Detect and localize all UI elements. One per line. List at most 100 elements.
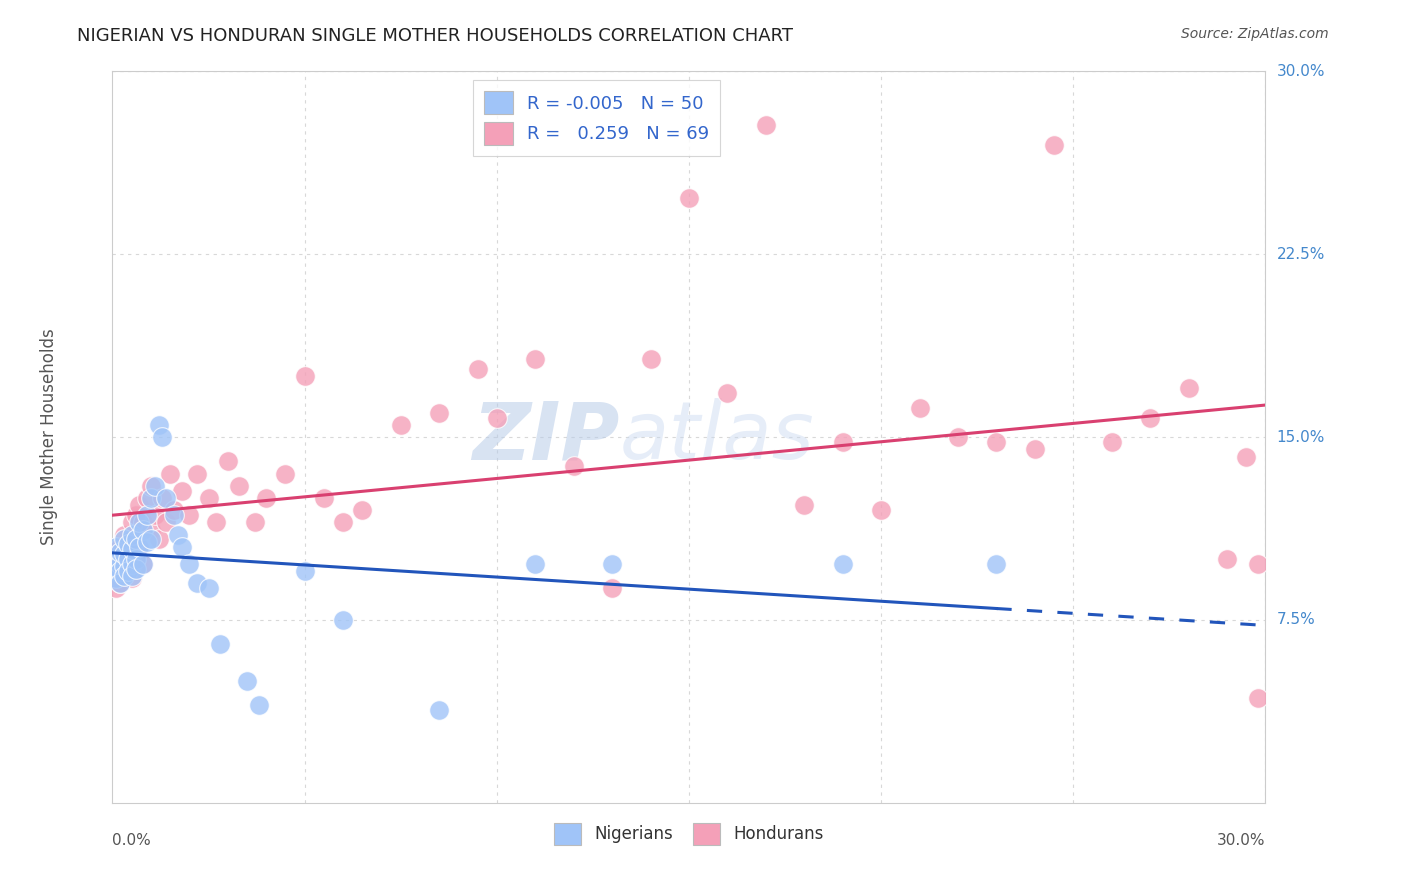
Point xyxy=(163,508,186,522)
Point xyxy=(228,479,250,493)
Point xyxy=(236,673,259,688)
Text: 0.0%: 0.0% xyxy=(112,833,152,848)
Point xyxy=(186,467,208,481)
Point xyxy=(128,516,150,530)
Point xyxy=(986,557,1008,571)
Point xyxy=(117,540,139,554)
Point xyxy=(159,467,181,481)
Point xyxy=(254,491,277,505)
Point xyxy=(1234,450,1257,464)
Point xyxy=(946,430,969,444)
Point xyxy=(332,516,354,530)
Point xyxy=(217,454,239,468)
Point xyxy=(152,430,174,444)
Point xyxy=(112,569,135,583)
Point xyxy=(136,508,159,522)
Point xyxy=(108,564,131,578)
Point xyxy=(139,533,162,547)
Point xyxy=(121,527,143,541)
Point xyxy=(121,533,143,547)
Point xyxy=(124,508,146,522)
Text: 22.5%: 22.5% xyxy=(1277,247,1324,261)
Point xyxy=(148,533,170,547)
Point xyxy=(155,516,177,530)
Point xyxy=(716,386,738,401)
Point xyxy=(152,491,174,505)
Point xyxy=(908,401,931,415)
Point xyxy=(105,572,128,586)
Legend: Nigerians, Hondurans: Nigerians, Hondurans xyxy=(546,815,832,853)
Point xyxy=(124,552,146,566)
Point xyxy=(132,557,155,571)
Point xyxy=(132,557,155,571)
Point xyxy=(112,552,135,566)
Point xyxy=(986,434,1008,449)
Point xyxy=(294,369,316,384)
Point xyxy=(143,508,166,522)
Point xyxy=(108,557,131,571)
Point xyxy=(179,508,201,522)
Point xyxy=(243,516,266,530)
Point xyxy=(209,637,232,651)
Point xyxy=(1247,690,1270,705)
Point xyxy=(312,491,335,505)
Point xyxy=(831,434,853,449)
Point xyxy=(139,491,162,505)
Point xyxy=(112,564,135,578)
Point xyxy=(467,361,489,376)
Point xyxy=(755,118,778,132)
Point xyxy=(112,527,135,541)
Point xyxy=(124,562,146,576)
Point xyxy=(117,564,139,578)
Text: ZIP: ZIP xyxy=(472,398,620,476)
Point xyxy=(108,576,131,591)
Point xyxy=(121,569,143,583)
Point xyxy=(678,191,700,205)
Point xyxy=(1216,552,1239,566)
Point xyxy=(124,552,146,566)
Point xyxy=(831,557,853,571)
Point xyxy=(128,499,150,513)
Point xyxy=(117,557,139,571)
Text: atlas: atlas xyxy=(620,398,814,476)
Point xyxy=(294,564,316,578)
Point xyxy=(389,417,412,432)
Text: Source: ZipAtlas.com: Source: ZipAtlas.com xyxy=(1181,27,1329,41)
Point xyxy=(870,503,893,517)
Point xyxy=(105,564,128,578)
Point xyxy=(640,352,662,367)
Point xyxy=(600,557,623,571)
Point xyxy=(179,557,201,571)
Point xyxy=(124,533,146,547)
Point xyxy=(105,540,128,554)
Point xyxy=(112,559,135,574)
Point xyxy=(1139,410,1161,425)
Point xyxy=(197,491,219,505)
Point xyxy=(352,503,374,517)
Point xyxy=(524,557,547,571)
Point xyxy=(112,547,135,561)
Point xyxy=(121,542,143,557)
Point xyxy=(108,544,131,558)
Point xyxy=(170,540,193,554)
Point xyxy=(148,417,170,432)
Point xyxy=(427,406,450,420)
Point xyxy=(105,581,128,595)
Point xyxy=(132,516,155,530)
Point xyxy=(117,552,139,566)
Point xyxy=(136,491,159,505)
Text: 30.0%: 30.0% xyxy=(1218,833,1265,848)
Point xyxy=(524,352,547,367)
Point xyxy=(132,523,155,537)
Text: Single Mother Households: Single Mother Households xyxy=(39,329,58,545)
Text: 30.0%: 30.0% xyxy=(1277,64,1324,78)
Point xyxy=(139,523,162,537)
Point xyxy=(170,483,193,498)
Text: 7.5%: 7.5% xyxy=(1277,613,1315,627)
Point xyxy=(108,576,131,591)
Point xyxy=(128,540,150,554)
Text: NIGERIAN VS HONDURAN SINGLE MOTHER HOUSEHOLDS CORRELATION CHART: NIGERIAN VS HONDURAN SINGLE MOTHER HOUSE… xyxy=(77,27,793,45)
Point xyxy=(139,479,162,493)
Point xyxy=(1247,557,1270,571)
Point xyxy=(121,557,143,571)
